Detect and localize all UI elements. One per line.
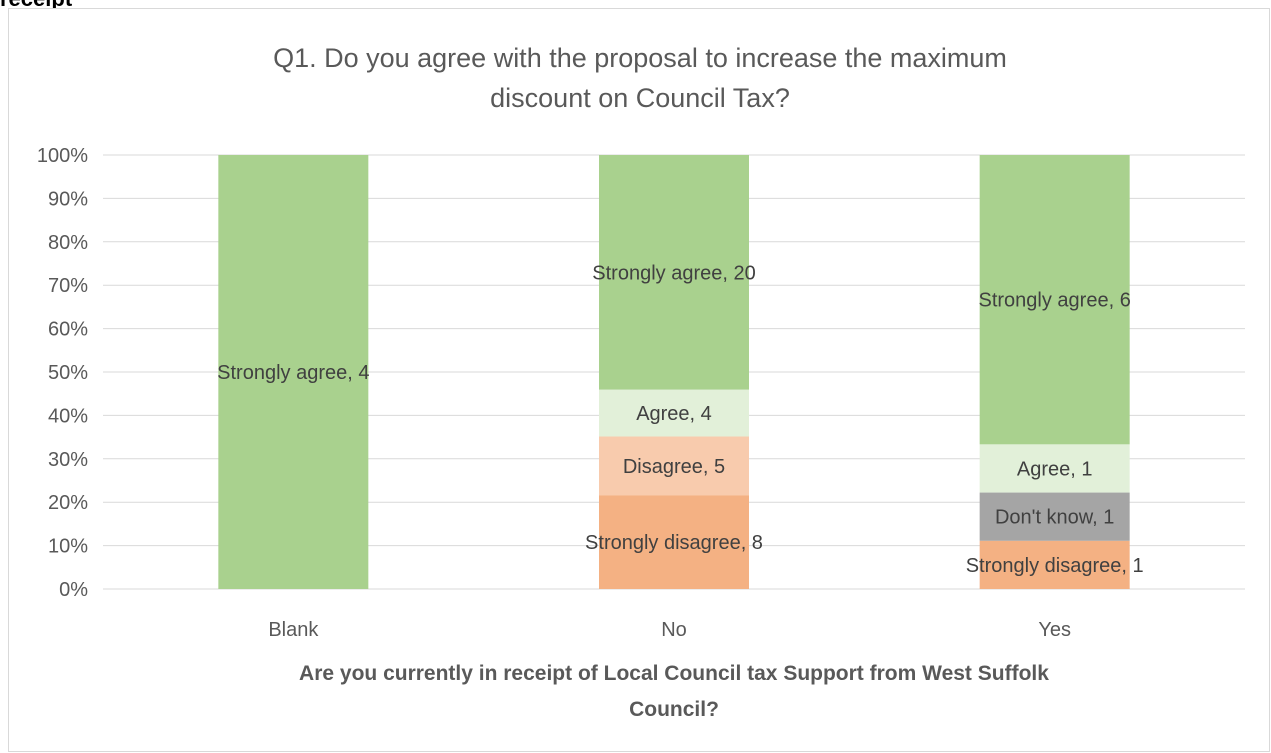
bar-yes-don-t-know xyxy=(979,492,1130,541)
page-heading-fragment: receipt xyxy=(0,0,72,12)
data-label: Strongly agree, 20 xyxy=(592,262,755,284)
bars xyxy=(218,155,1130,589)
data-label: Disagree, 5 xyxy=(623,456,725,478)
bar-no-agree xyxy=(599,389,749,437)
data-label: Strongly disagree, 8 xyxy=(585,532,763,554)
y-tick-label: 80% xyxy=(48,232,88,254)
y-tick-label: 90% xyxy=(48,188,88,210)
bar-no-disagree xyxy=(599,436,749,496)
y-tick-label: 0% xyxy=(59,579,88,601)
data-label: Strongly disagree, 1 xyxy=(966,555,1144,577)
y-tick-label: 70% xyxy=(48,275,88,297)
data-label: Don't know, 1 xyxy=(995,507,1114,529)
bar-yes-strongly-disagree xyxy=(979,540,1130,589)
y-axis-ticks: 0% 10% 20% 30% 40% 50% 60% 70% 80% 90% 100% xyxy=(37,145,88,601)
x-axis-title: Are you currently in receipt of Local Co… xyxy=(299,662,1049,721)
x-axis-categories: Blank No Yes xyxy=(268,619,1071,641)
y-tick-label: 10% xyxy=(48,536,88,558)
y-tick-label: 20% xyxy=(48,492,88,514)
y-tick-label: 40% xyxy=(48,405,88,427)
data-label: Agree, 1 xyxy=(1017,458,1093,480)
x-category-label: No xyxy=(661,619,687,641)
x-axis-title-line: Are you currently in receipt of Local Co… xyxy=(299,662,1049,685)
bar-yes-strongly-agree xyxy=(979,155,1130,445)
x-axis-title-line: Council? xyxy=(629,698,719,721)
bar-blank-strongly-agree xyxy=(218,155,369,589)
chart-title-line: Q1. Do you agree with the proposal to in… xyxy=(273,43,1007,73)
y-tick-label: 30% xyxy=(48,449,88,471)
data-label: Strongly agree, 4 xyxy=(217,362,369,384)
chart-title: Q1. Do you agree with the proposal to in… xyxy=(273,43,1007,113)
data-label: Agree, 4 xyxy=(636,403,712,425)
data-label: Strongly agree, 6 xyxy=(979,290,1131,312)
bar-yes-agree xyxy=(979,444,1130,493)
data-labels: Strongly agree, 4 Strongly disagree, 8 Dis… xyxy=(217,262,1143,577)
y-tick-label: 60% xyxy=(48,319,88,341)
x-category-label: Blank xyxy=(268,619,319,641)
bar-no-strongly-disagree xyxy=(599,495,749,589)
y-tick-label: 50% xyxy=(48,362,88,384)
bar-no-strongly-agree xyxy=(599,155,749,390)
y-tick-label: 100% xyxy=(37,145,88,167)
x-category-label: Yes xyxy=(1038,619,1071,641)
chart-title-line: discount on Council Tax? xyxy=(490,83,790,113)
